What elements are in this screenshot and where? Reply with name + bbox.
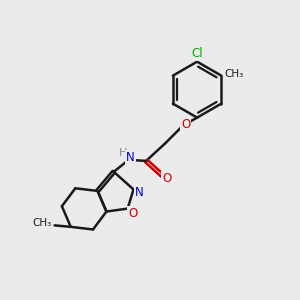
Text: O: O	[181, 118, 190, 130]
Text: N: N	[126, 151, 135, 164]
Text: N: N	[135, 186, 144, 199]
Text: O: O	[128, 207, 137, 220]
Text: O: O	[162, 172, 171, 185]
Text: H: H	[119, 148, 128, 158]
Text: CH₃: CH₃	[32, 218, 52, 228]
Text: Cl: Cl	[191, 47, 203, 60]
Text: CH₃: CH₃	[224, 69, 243, 79]
